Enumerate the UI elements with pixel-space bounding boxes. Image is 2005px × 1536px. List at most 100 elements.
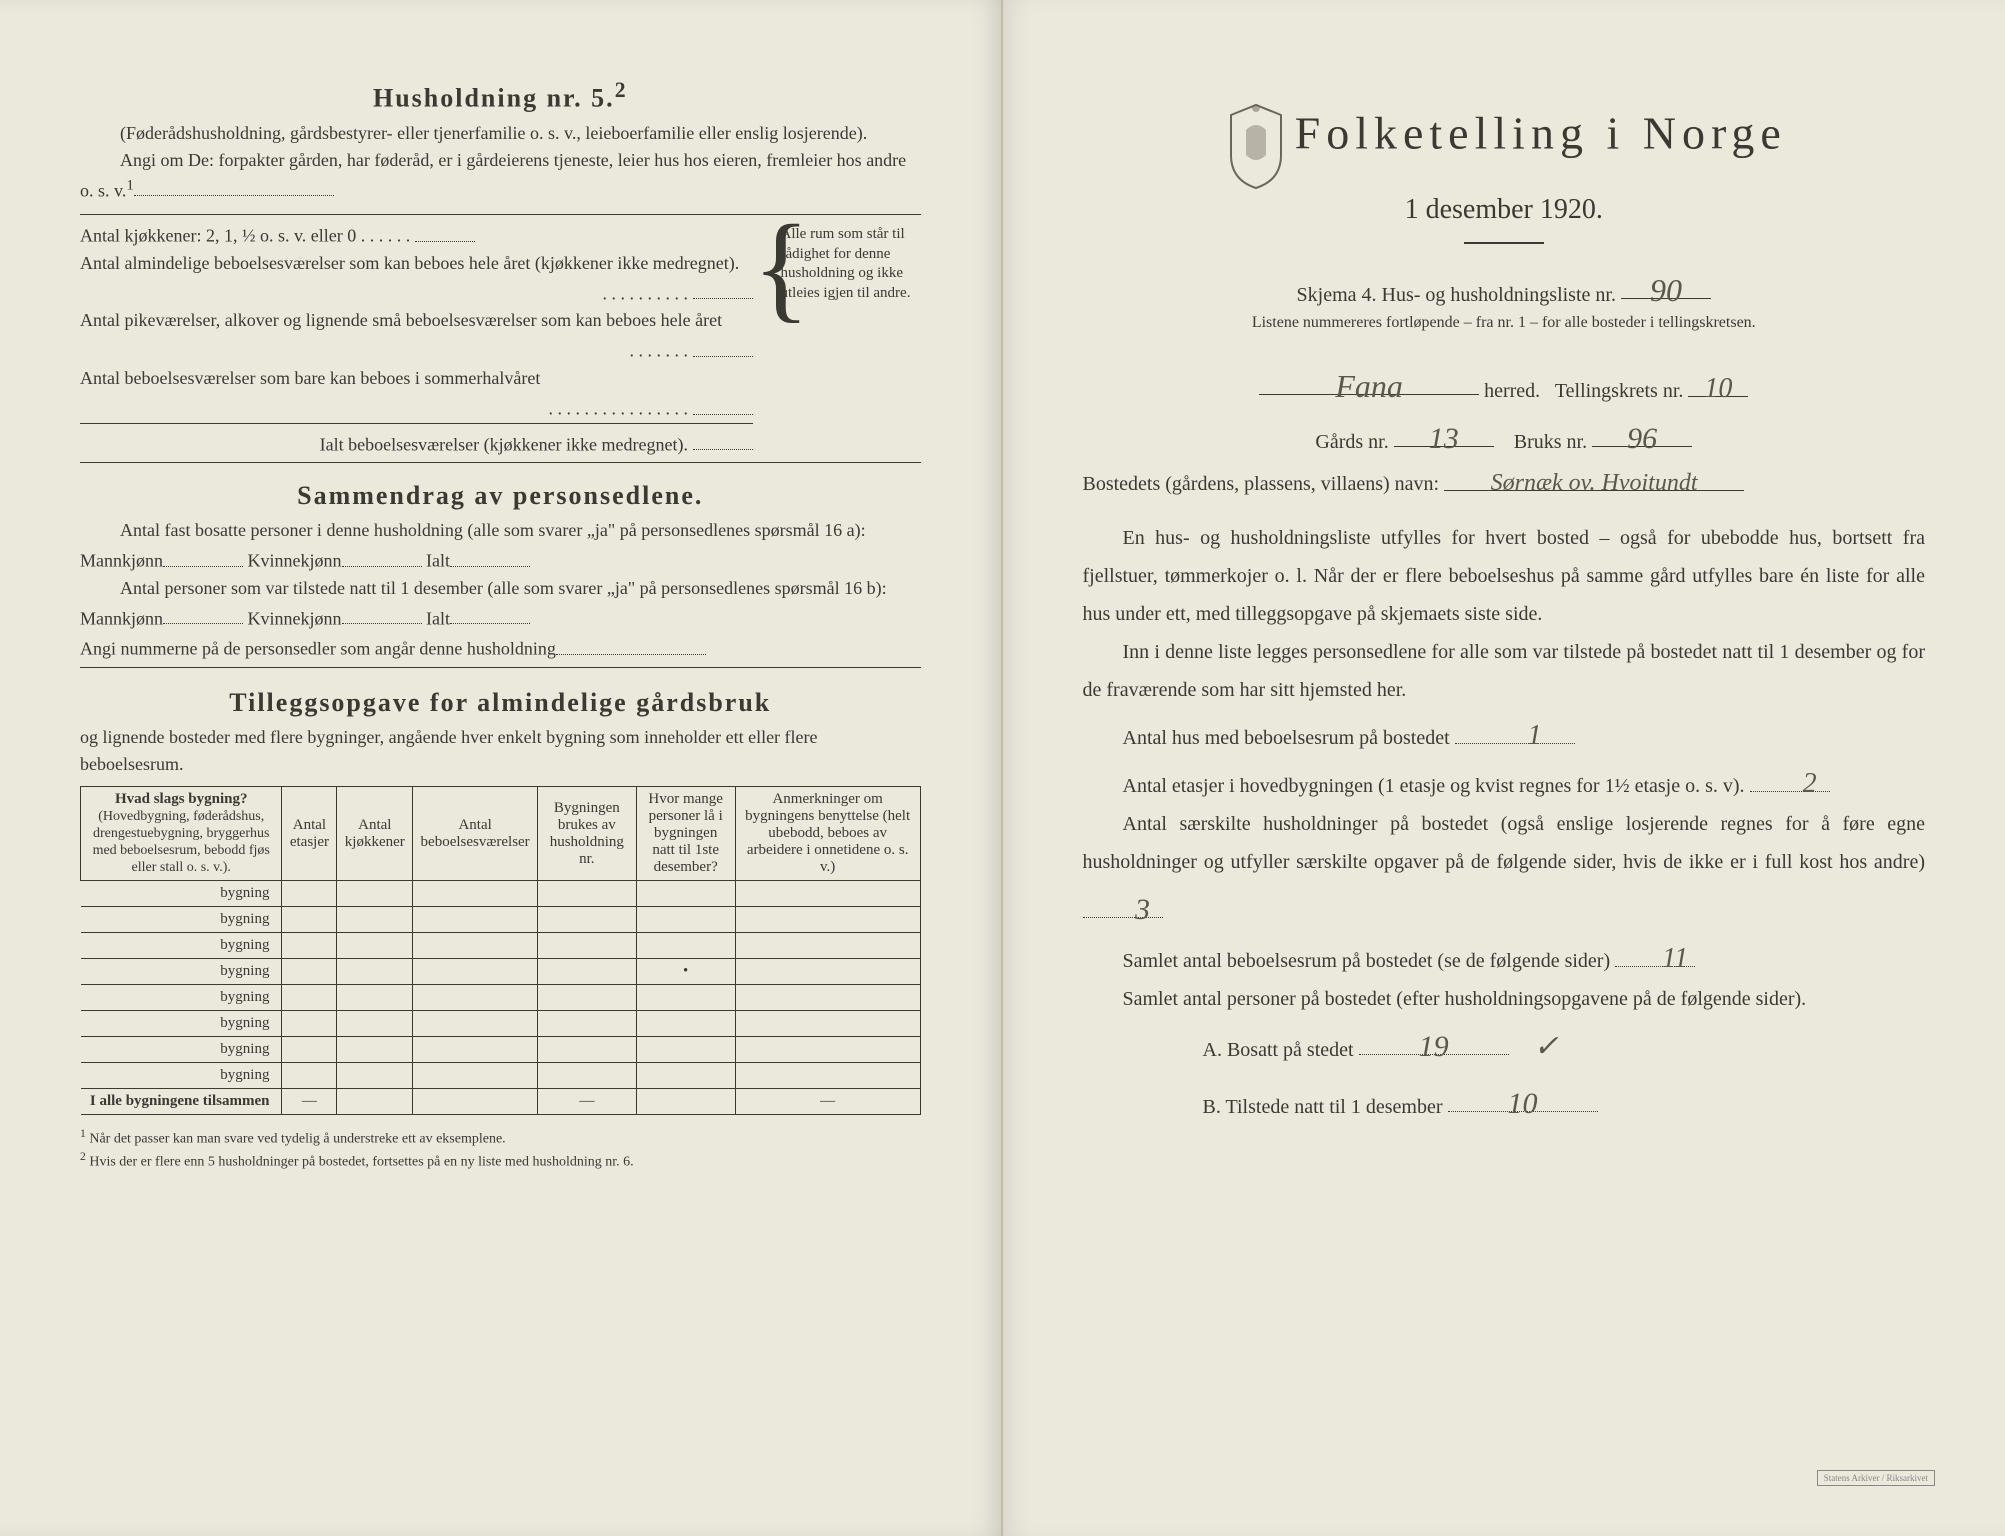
bosted-line: Bostedets (gårdens, plassens, villaens) … — [1083, 461, 1926, 503]
q1-line: Antal hus med beboelsesrum på bostedet 1 — [1083, 709, 1926, 757]
table-row: bygning — [81, 907, 921, 933]
census-date: 1 desember 1920. — [1083, 194, 1926, 226]
row-label: bygning — [81, 907, 282, 933]
q3-value: 3 — [1083, 881, 1163, 918]
row-label: bygning — [81, 985, 282, 1011]
table-row: bygning — [81, 1063, 921, 1089]
rooms-line3: Antal beboelsesværelser som bare kan beb… — [80, 365, 753, 392]
para1: En hus- og husholdningsliste utfylles fo… — [1083, 519, 1926, 633]
table-row: bygning — [81, 881, 921, 907]
skjema-nr-value: 90 — [1621, 260, 1711, 299]
gards-label: Gårds nr. — [1315, 431, 1388, 453]
household-desc: (Føderådshusholdning, gårdsbestyrer- ell… — [80, 120, 921, 147]
gards-nr-value: 13 — [1394, 410, 1494, 447]
kitchens-label: Antal kjøkkener: 2, 1, ½ o. s. v. eller … — [80, 226, 356, 246]
rooms-line2: Antal pikeværelser, alkover og lignende … — [80, 307, 753, 334]
rooms-total-label: Ialt beboelsesværelser (kjøkkener ikke m… — [320, 434, 688, 454]
herred-line: Fana herred. Tellingskrets nr. 10 — [1083, 356, 1926, 410]
th-col2: Antal etasjer — [282, 787, 337, 881]
table-row: bygning — [81, 1011, 921, 1037]
summary-title: Sammendrag av personsedlene. — [80, 481, 921, 511]
qB-label: B. Tilstede natt til 1 desember — [1203, 1096, 1443, 1118]
bygning-table: Hvad slags bygning? (Hovedbygning, føderå… — [80, 786, 921, 1115]
brace-note: Alle rum som står til rådighet for denne… — [781, 219, 921, 303]
angi-num-text: Angi nummerne på de personsedler som ang… — [80, 639, 556, 659]
skjema-label: Skjema 4. Hus- og husholdningsliste nr. — [1297, 284, 1616, 306]
th-col1-b: Hvad slags bygning? — [115, 791, 248, 807]
rooms-total: Ialt beboelsesværelser (kjøkkener ikke m… — [80, 423, 753, 459]
q2-label: Antal etasjer i hovedbygningen (1 etasje… — [1123, 775, 1745, 797]
ialt-label-1: Ialt — [426, 551, 450, 571]
household-title-sup: 2 — [615, 78, 628, 102]
summary-line2: Antal personer som var tilstede natt til… — [80, 575, 921, 633]
herred-label: herred. — [1484, 380, 1540, 402]
gards-line: Gårds nr. 13 Bruks nr. 96 — [1083, 410, 1926, 461]
q2-value: 2 — [1750, 757, 1830, 792]
kvinne-label-1: Kvinnekjønn — [248, 551, 342, 571]
kvinne-label-2: Kvinnekjønn — [248, 608, 342, 628]
bruks-nr-value: 96 — [1592, 410, 1692, 447]
footnote-2: 2 Hvis der er flere enn 5 husholdninger … — [80, 1150, 921, 1171]
th-col1: Hvad slags bygning? (Hovedbygning, føderå… — [81, 787, 282, 881]
qB-value: 10 — [1448, 1075, 1598, 1112]
th-col4: Antal beboelsesværelser — [413, 787, 538, 881]
th-col3: Antal kjøkkener — [337, 787, 413, 881]
q3-line: Antal særskilte husholdninger på bostede… — [1083, 805, 1926, 932]
kitchens-line: Antal kjøkkener: 2, 1, ½ o. s. v. eller … — [80, 219, 753, 250]
main-title: Folketelling i Norge — [1295, 108, 1787, 159]
q3-label: Antal særskilte husholdninger på bostede… — [1083, 813, 1926, 873]
table-row: bygning — [81, 985, 921, 1011]
summary-line1: Antal fast bosatte personer i denne hush… — [80, 517, 921, 575]
footnote-2-text: Hvis der er flere enn 5 husholdninger på… — [89, 1154, 633, 1169]
archive-stamp: Statens Arkiver / Riksarkivet — [1817, 1470, 1935, 1486]
rooms-line1: Antal almindelige beboelsesværelser som … — [80, 250, 753, 277]
table-row: bygning — [81, 1037, 921, 1063]
q1-value: 1 — [1455, 709, 1575, 744]
row-label: bygning — [81, 933, 282, 959]
left-page: Husholdning nr. 5.2 (Føderådshusholdning… — [0, 0, 1003, 1536]
th-col6: Hvor mange personer lå i bygningen natt … — [636, 787, 735, 881]
angi-num-line: Angi nummerne på de personsedler som ang… — [80, 632, 921, 668]
angi-line: Angi om De: forpakter gården, har føderå… — [80, 147, 921, 205]
footnote-1: 1 Når det passer kan man svare ved tydel… — [80, 1127, 921, 1148]
herred-value: Fana — [1259, 356, 1479, 395]
footnote-1-text: Når det passer kan man svare ved tydelig… — [89, 1132, 505, 1147]
krets-nr-value: 10 — [1688, 362, 1748, 397]
row-label: bygning — [81, 881, 282, 907]
skjema-line: Skjema 4. Hus- og husholdningsliste nr. … — [1083, 260, 1926, 314]
q4-value: 11 — [1615, 932, 1695, 967]
th-col1-sub: (Hovedbygning, føderådshus, drengestueby… — [93, 809, 270, 875]
qB-line: B. Tilstede natt til 1 desember 10 — [1083, 1075, 1926, 1126]
table-row: bygning• — [81, 959, 921, 985]
table-total-row: I alle bygningene tilsammen——— — [81, 1089, 921, 1115]
bosted-value: Sørnæk ov. Hvoitundt — [1444, 461, 1744, 491]
row-label: bygning — [81, 1063, 282, 1089]
row-label: bygning — [81, 1037, 282, 1063]
th-col7: Anmerkninger om bygningens benyttelse (h… — [735, 787, 920, 881]
brace-icon: { — [753, 219, 781, 315]
krets-label: Tellingskrets nr. — [1555, 380, 1684, 402]
divider-icon — [1464, 242, 1544, 244]
qA-value: 19 — [1359, 1018, 1509, 1055]
th-col5: Bygningen brukes av husholdning nr. — [538, 787, 636, 881]
check-icon: ✓ — [1534, 1030, 1559, 1063]
household-title-text: Husholdning nr. 5. — [373, 84, 615, 113]
bosted-label: Bostedets (gårdens, plassens, villaens) … — [1083, 473, 1440, 495]
row-label: bygning — [81, 959, 282, 985]
row-label: bygning — [81, 1011, 282, 1037]
tillegg-title: Tilleggsopgave for almindelige gårdsbruk — [80, 688, 921, 718]
q5-line: Samlet antal personer på bostedet (efter… — [1083, 980, 1926, 1018]
qA-label: A. Bosatt på stedet — [1203, 1039, 1354, 1061]
tillegg-desc: og lignende bosteder med flere bygninger… — [80, 724, 921, 778]
right-page: Folketelling i Norge 1 desember 1920. Sk… — [1003, 0, 2005, 1536]
q1-label: Antal hus med beboelsesrum på bostedet — [1123, 727, 1450, 749]
crest-icon — [1221, 100, 1291, 190]
angi-sup: 1 — [126, 177, 134, 193]
bruks-label: Bruks nr. — [1514, 431, 1587, 453]
total-row-label: I alle bygningene tilsammen — [81, 1089, 282, 1115]
q4-line: Samlet antal beboelsesrum på bostedet (s… — [1083, 932, 1926, 980]
qA-line: A. Bosatt på stedet 19 ✓ — [1083, 1018, 1926, 1075]
q2-line: Antal etasjer i hovedbygningen (1 etasje… — [1083, 757, 1926, 805]
q4-label: Samlet antal beboelsesrum på bostedet (s… — [1123, 950, 1611, 972]
para2: Inn i denne liste legges personsedlene f… — [1083, 633, 1926, 709]
